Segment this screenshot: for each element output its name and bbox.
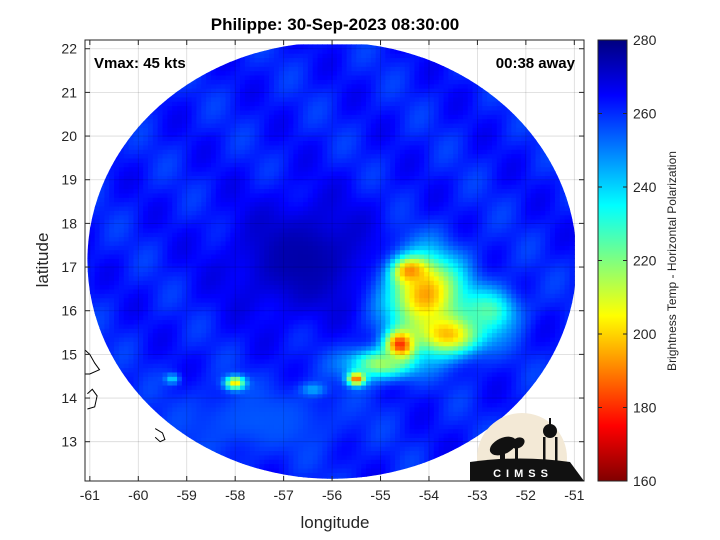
colorbar-label: Brightness Temp - Horizontal Polarizatio… bbox=[665, 151, 679, 371]
x-tick-label: -61 bbox=[80, 487, 100, 503]
cimss-logo: CIMSS bbox=[470, 413, 584, 481]
y-tick-label: 15 bbox=[61, 346, 77, 362]
colorbar-tick-label: 280 bbox=[633, 32, 657, 48]
y-tick-label: 18 bbox=[61, 215, 77, 231]
axis-ticks: -61 -60 -59 -58 -57 -56 -55 -54 -53 -52 -51 13 14 15 1… bbox=[61, 40, 585, 503]
x-tick-label: -53 bbox=[467, 487, 487, 503]
coastline bbox=[87, 388, 98, 410]
x-tick-label: -51 bbox=[564, 487, 584, 503]
y-tick-label: 22 bbox=[61, 41, 77, 57]
x-tick-label: -60 bbox=[128, 487, 148, 503]
colorbar-tick-label: 200 bbox=[633, 326, 657, 342]
y-tick-label: 14 bbox=[61, 390, 77, 406]
x-tick-label: -54 bbox=[419, 487, 439, 503]
cimss-logo-text: CIMSS bbox=[493, 468, 553, 480]
vmax-annotation: Vmax: 45 kts bbox=[94, 55, 186, 72]
axes-box bbox=[84, 39, 585, 482]
x-tick-label: -57 bbox=[274, 487, 294, 503]
y-tick-label: 20 bbox=[61, 128, 77, 144]
x-tick-label: -55 bbox=[370, 487, 390, 503]
colorbar-tick-label: 220 bbox=[633, 253, 657, 269]
y-tick-label: 17 bbox=[61, 259, 77, 275]
y-tick-label: 16 bbox=[61, 303, 77, 319]
x-tick-label: -56 bbox=[322, 487, 342, 503]
y-tick-label: 19 bbox=[61, 172, 77, 188]
colorbar bbox=[597, 39, 628, 482]
brightness-temp-swath bbox=[87, 44, 575, 479]
y-axis-label: latitude bbox=[33, 233, 52, 288]
coastline bbox=[154, 428, 166, 443]
coastlines bbox=[85, 349, 166, 443]
x-tick-label: -52 bbox=[516, 487, 536, 503]
x-axis-label: longitude bbox=[300, 513, 369, 532]
colorbar-ticks: 160 180 200 220 240 260 280 bbox=[598, 32, 657, 489]
x-tick-label: -59 bbox=[177, 487, 197, 503]
chart-title: Philippe: 30-Sep-2023 08:30:00 bbox=[211, 15, 460, 34]
colorbar-tick-label: 160 bbox=[633, 473, 657, 489]
y-tick-label: 21 bbox=[61, 84, 77, 100]
colorbar-tick-label: 180 bbox=[633, 400, 657, 416]
colorbar-tick-label: 260 bbox=[633, 106, 657, 122]
time-away-annotation: 00:38 away bbox=[496, 55, 576, 72]
colorbar-tick-label: 240 bbox=[633, 179, 657, 195]
y-tick-label: 13 bbox=[61, 434, 77, 450]
coastline bbox=[85, 349, 101, 375]
x-tick-label: -58 bbox=[225, 487, 245, 503]
